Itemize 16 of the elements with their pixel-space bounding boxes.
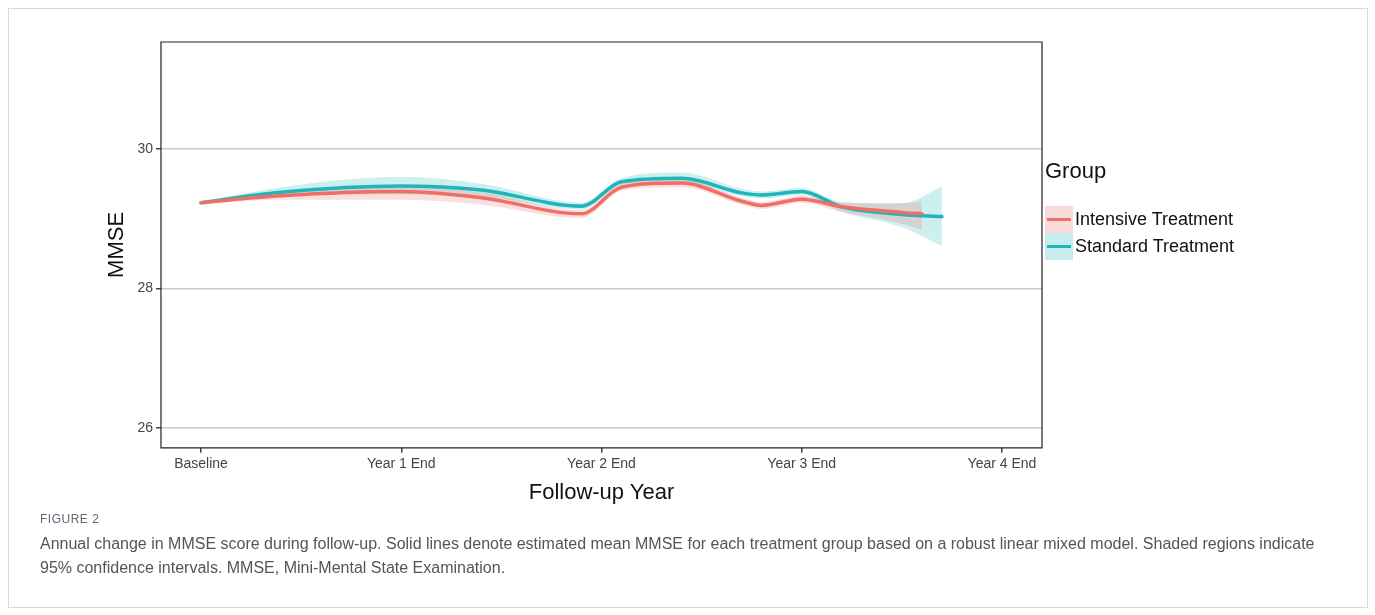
x-axis-title: Follow-up Year — [528, 478, 675, 504]
legend-label: Intensive Treatment — [1075, 209, 1234, 230]
text: Annual change in MMSE score during follow-up. Solid lines denote estimated mean MMSE for each treatment group based on a robust linear mixed model. Shaded regions indicate 95% confidence intervals. MMSE, Mini-Mental State Examination. — [40, 534, 1316, 578]
y-tick-label: 26 — [137, 419, 154, 436]
legend-label: Standard Treatment — [1075, 236, 1235, 257]
legend-title: Group — [1045, 158, 1108, 184]
y-tick-label: 28 — [137, 279, 154, 296]
y-axis-title: MMSE — [103, 211, 129, 278]
x-tick-label: Year 3 End — [767, 455, 837, 472]
x-tick-label: Year 1 End — [366, 455, 436, 472]
x-tick-label: Year 2 End — [567, 455, 636, 472]
x-tick-label: Year 4 End — [967, 455, 1037, 472]
caption: FIGURE 2 — [40, 512, 101, 526]
line-series — [199, 181, 924, 216]
x-tick-label: Baseline — [174, 455, 229, 472]
y-tick-label: 30 — [137, 139, 154, 156]
